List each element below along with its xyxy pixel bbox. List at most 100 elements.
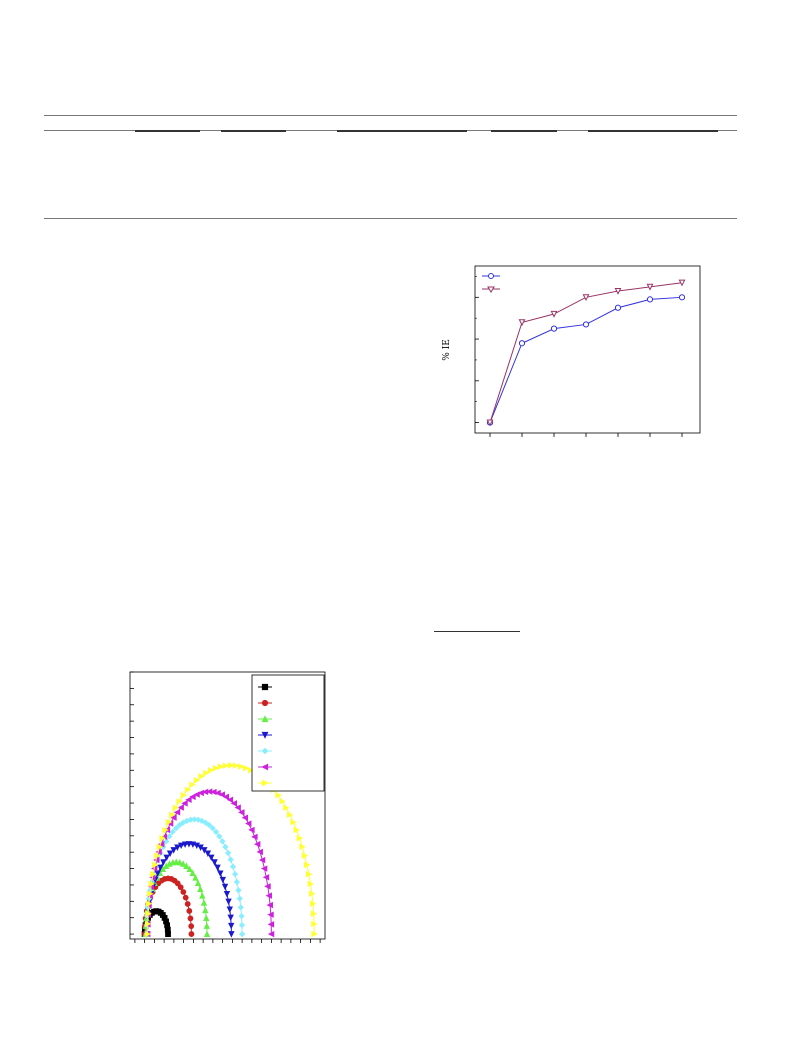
plot-series <box>141 762 318 938</box>
data-point <box>235 887 242 894</box>
data-point <box>180 792 188 799</box>
data-point <box>646 296 654 303</box>
data-point <box>183 862 190 869</box>
data-point <box>614 287 622 295</box>
data-point <box>550 310 558 318</box>
data-point <box>150 871 157 878</box>
data-point <box>308 890 316 897</box>
data-point <box>181 841 189 848</box>
data-point <box>165 931 171 937</box>
data-point <box>646 283 654 291</box>
series-line <box>489 296 683 423</box>
data-point <box>238 809 245 816</box>
data-point <box>177 842 185 850</box>
data-point <box>156 843 164 851</box>
data-point <box>185 841 193 848</box>
data-point <box>225 898 232 906</box>
data-point <box>192 874 199 881</box>
data-point <box>203 914 210 921</box>
data-point <box>157 864 164 872</box>
triangle-up-marker-icon <box>261 715 269 723</box>
data-point <box>248 826 255 834</box>
data-point <box>204 850 212 857</box>
data-point <box>180 889 187 895</box>
data-point <box>146 900 153 907</box>
triangle-down-marker-icon <box>261 731 269 739</box>
data-point <box>239 930 246 938</box>
data-point <box>208 854 215 862</box>
plot-series <box>486 279 686 427</box>
y-axis-label: % IE <box>442 339 452 361</box>
data-point <box>203 930 211 937</box>
data-point <box>182 894 189 901</box>
data-point <box>185 796 192 804</box>
data-point <box>311 920 318 928</box>
data-point <box>296 835 304 842</box>
data-point <box>194 816 202 823</box>
plot-frame <box>129 671 326 940</box>
data-point <box>197 885 204 893</box>
data-point <box>203 922 211 929</box>
data-point <box>299 843 306 851</box>
ie-chart: % IE <box>442 265 701 437</box>
data-point <box>226 796 234 804</box>
data-point <box>228 762 235 769</box>
axis-ticks <box>130 671 321 943</box>
data-point <box>238 763 245 770</box>
data-point <box>223 891 231 898</box>
data-point <box>310 910 318 917</box>
triangle-left-marker-icon <box>261 763 269 771</box>
data-point <box>154 870 161 877</box>
series-line <box>489 282 683 423</box>
data-point <box>209 825 216 832</box>
data-point <box>304 861 311 869</box>
data-point <box>144 930 152 938</box>
data-point <box>305 871 313 878</box>
data-point <box>222 762 230 769</box>
data-point <box>194 879 202 887</box>
column-group-rule <box>588 130 718 132</box>
data-point <box>582 294 590 302</box>
table-top-rule <box>44 115 737 116</box>
data-point <box>307 880 315 888</box>
data-point <box>228 922 235 930</box>
data-point <box>247 767 255 774</box>
data-point <box>184 786 192 793</box>
data-point <box>229 863 237 870</box>
data-point <box>199 892 206 899</box>
data-point <box>163 854 170 862</box>
data-point <box>260 865 268 872</box>
data-point <box>550 325 558 332</box>
axis-ticks <box>475 276 683 437</box>
data-point <box>169 828 176 836</box>
data-point <box>198 817 205 824</box>
legend <box>482 273 500 293</box>
data-point <box>256 848 263 856</box>
data-point <box>214 864 221 872</box>
data-point <box>265 892 272 899</box>
data-point <box>225 849 232 857</box>
data-point <box>253 840 261 848</box>
data-point <box>176 858 183 866</box>
data-point <box>144 920 152 928</box>
data-point <box>226 906 233 913</box>
data-point <box>227 856 234 863</box>
data-point <box>236 895 243 902</box>
data-point <box>286 811 294 818</box>
table-bottom-rule <box>44 218 737 219</box>
data-point <box>184 901 191 907</box>
data-point <box>176 798 184 805</box>
circle-marker-icon <box>488 273 494 279</box>
data-point <box>188 931 195 937</box>
data-point <box>243 764 250 772</box>
data-point <box>176 821 183 829</box>
data-point <box>208 767 215 774</box>
data-point <box>163 838 170 845</box>
data-point <box>241 814 249 821</box>
data-point <box>187 915 194 922</box>
plot-frame <box>474 265 701 434</box>
data-point <box>283 804 290 812</box>
column-group-rule <box>337 130 467 132</box>
data-point <box>189 781 196 788</box>
data-point <box>166 833 173 840</box>
